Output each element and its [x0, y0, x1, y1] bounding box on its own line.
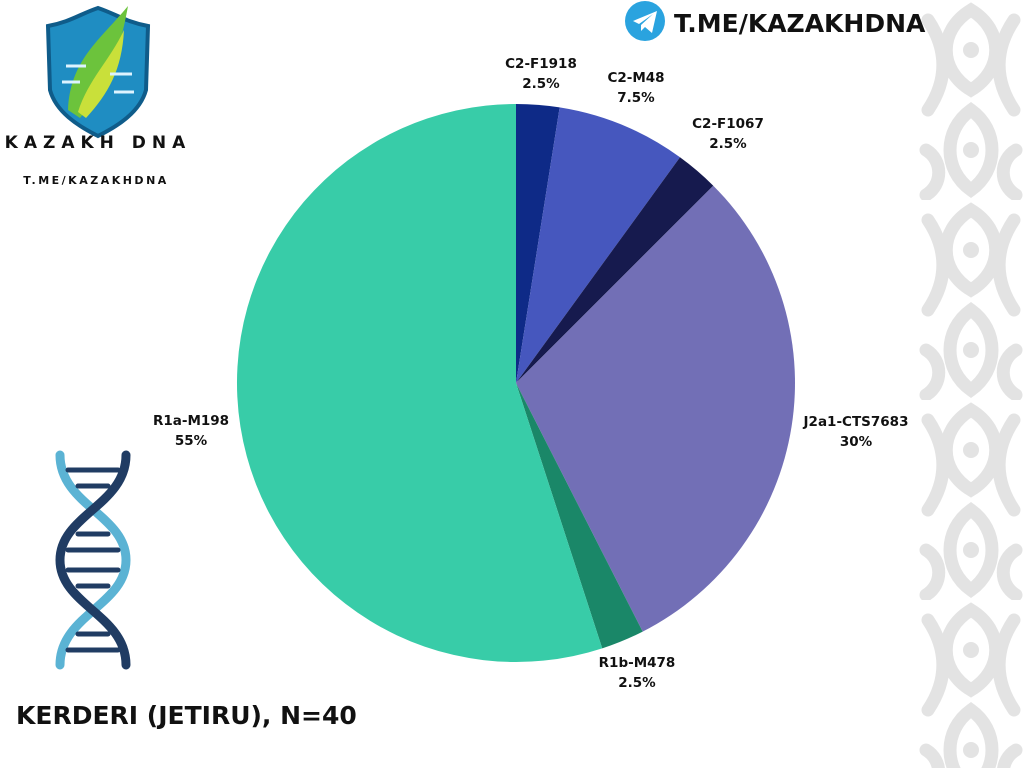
dna-strand-dark [55, 450, 131, 670]
slice-percent: 30% [840, 434, 873, 450]
logo-circuit-lines [62, 64, 134, 94]
telegram-link[interactable]: T.ME/KAZAKHDNA [625, 1, 926, 41]
slice-percent: 7.5% [617, 90, 655, 106]
pie-slice-r1a-m198 [236, 103, 603, 663]
channel-handle[interactable]: T.ME/KAZAKHDNA [674, 9, 926, 38]
slice-label: C2-M48 [607, 70, 664, 86]
telegram-icon [625, 1, 665, 41]
ornament-border [918, 0, 1024, 768]
chart-title: KERDERI (JETIRU), N=40 [16, 701, 357, 730]
slice-label: R1a-M198 [153, 413, 229, 429]
slice-percent: 2.5% [618, 675, 656, 691]
logo-leaf-accent [78, 30, 124, 118]
pie-slice-r1b-m478 [516, 383, 643, 649]
dna-helix-icon [55, 450, 131, 670]
logo-leaf-icon [68, 6, 128, 118]
logo-handle: T.ME/KAZAKHDNA [23, 174, 169, 187]
slice-percent: 55% [175, 433, 208, 449]
telegram-plane-icon [633, 11, 657, 33]
slice-label: C2-F1067 [692, 116, 764, 132]
slice-label: R1b-M478 [599, 655, 676, 671]
pie-slice-c2-f1067 [516, 157, 714, 383]
dna-rungs [65, 467, 121, 653]
slice-percent: 2.5% [709, 136, 747, 152]
pie-slice-c2-f1918 [516, 104, 560, 383]
dna-strand-light [55, 450, 131, 670]
pie-labels: C2-F1918 2.5% C2-M48 7.5% C2-F1067 2.5% J2a1-C… [153, 56, 909, 691]
pie-slice-j2a1-cts7683 [516, 185, 795, 632]
slice-label: C2-F1918 [505, 56, 577, 72]
logo-brand: KAZAKH DNA [5, 133, 192, 153]
kazakh-dna-logo: KAZAKH DNA T.ME/KAZAKHDNA [5, 5, 192, 187]
slice-percent: 2.5% [522, 76, 560, 92]
pie-slice-c2-m48 [516, 107, 680, 384]
pie-slices [236, 103, 795, 663]
slice-label: J2a1-CTS7683 [803, 414, 909, 430]
